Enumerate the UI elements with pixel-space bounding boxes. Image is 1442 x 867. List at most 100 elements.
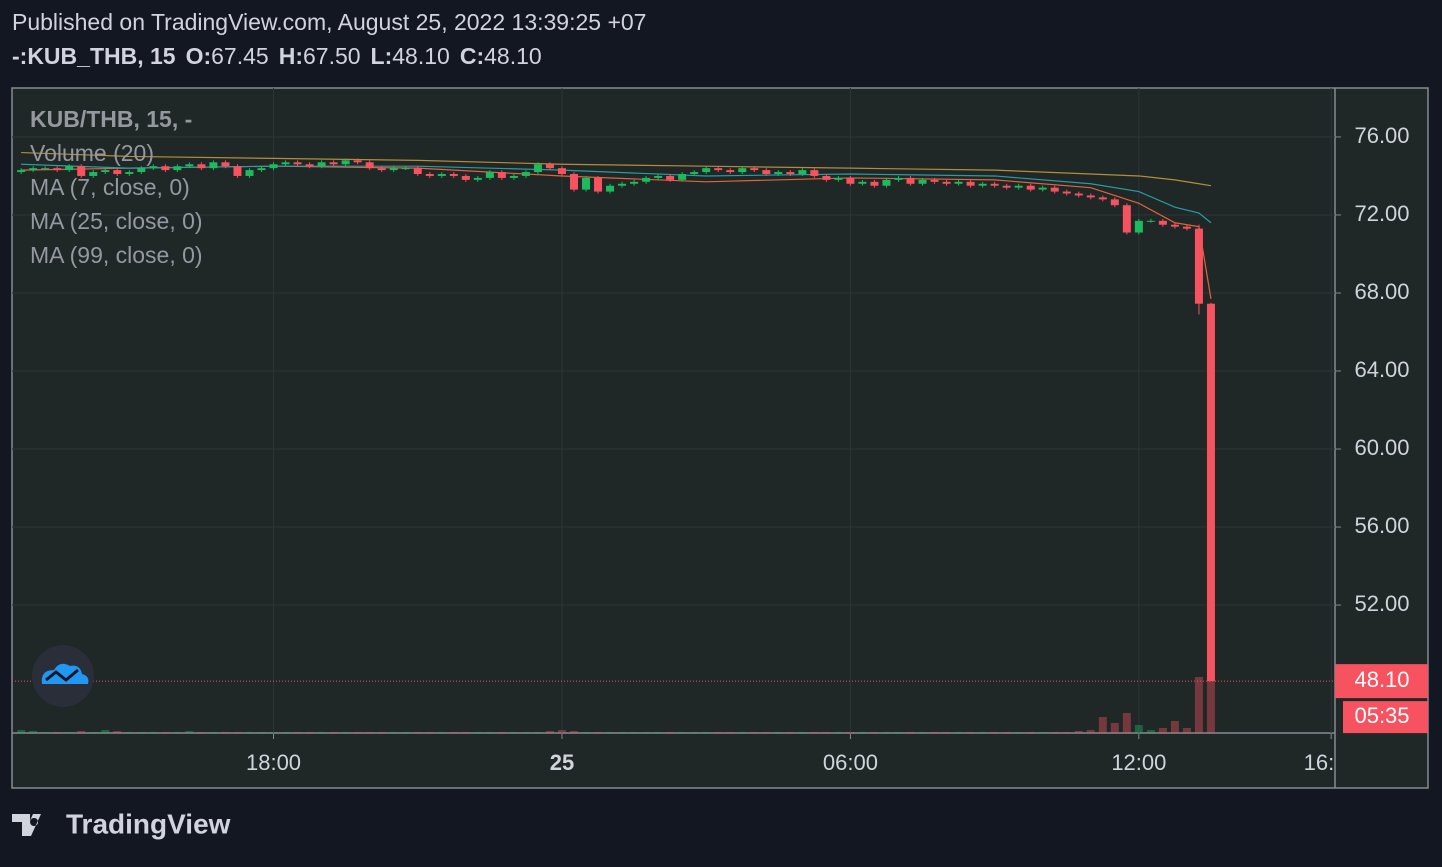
candle-body bbox=[1002, 185, 1011, 188]
volume-bar bbox=[822, 732, 831, 733]
symbol-line: -:KUB_THB, 15 O:67.45 H:67.50 L:48.10 C:48.1… bbox=[12, 43, 542, 69]
volume-bar bbox=[101, 730, 110, 733]
candle-body bbox=[1038, 187, 1047, 190]
volume-bar bbox=[209, 732, 218, 733]
candle-body bbox=[594, 177, 603, 192]
candle-body bbox=[690, 172, 699, 175]
volume-bar bbox=[870, 732, 879, 733]
candle-body bbox=[365, 162, 374, 169]
indicator-label: MA (7, close, 0) bbox=[30, 174, 190, 200]
candle-body bbox=[197, 164, 206, 169]
volume-bar bbox=[485, 732, 494, 733]
candle-body bbox=[17, 170, 26, 173]
volume-bar bbox=[401, 732, 410, 733]
candle-body bbox=[485, 172, 494, 178]
ohlc-value: 48.10 bbox=[484, 43, 542, 69]
volume-bar bbox=[1014, 732, 1023, 733]
countdown-label: 05:35 bbox=[1354, 703, 1409, 728]
volume-bar bbox=[545, 731, 554, 733]
price-axis: 52.00 56.00 60.00 64.00 68.00 72.00 76.00 48.10… bbox=[1335, 123, 1428, 734]
volume-bar bbox=[1002, 732, 1011, 733]
y-tick-label: 60.00 bbox=[1354, 435, 1409, 460]
candle-body bbox=[1194, 228, 1203, 304]
candle-body bbox=[341, 160, 350, 165]
volume-bar bbox=[281, 732, 290, 733]
indicator-label: MA (25, close, 0) bbox=[30, 208, 203, 234]
candle-body bbox=[1074, 193, 1083, 196]
candle-body bbox=[1122, 205, 1131, 233]
volume-bar bbox=[557, 730, 566, 733]
candle-body bbox=[642, 177, 651, 182]
chart-frame bbox=[11, 87, 1429, 789]
volume-bar bbox=[618, 732, 627, 733]
volume-bar bbox=[942, 732, 951, 733]
candle-body bbox=[473, 177, 482, 180]
candle-body bbox=[557, 168, 566, 175]
candle-body bbox=[702, 168, 711, 173]
last-price-label: 48.10 bbox=[1354, 667, 1409, 692]
candle-body bbox=[137, 168, 146, 173]
candle-body bbox=[774, 172, 783, 175]
volume-bar bbox=[1194, 677, 1203, 733]
volume-bar bbox=[594, 732, 603, 733]
volume-bar bbox=[954, 732, 963, 733]
volume-bar bbox=[810, 732, 819, 733]
volume-bar bbox=[89, 732, 98, 733]
candle-body bbox=[509, 175, 518, 178]
volume-bar bbox=[521, 732, 530, 733]
volume-bar bbox=[365, 732, 374, 733]
volume-bar bbox=[437, 732, 446, 733]
candle-body bbox=[1050, 187, 1059, 192]
ohlc-value: 67.50 bbox=[303, 43, 361, 69]
candle-body bbox=[257, 168, 266, 171]
candle-body bbox=[533, 164, 542, 173]
volume-bar bbox=[569, 731, 578, 733]
volume-bar bbox=[473, 732, 482, 733]
candle-body bbox=[65, 166, 74, 171]
volume-bar bbox=[582, 732, 591, 733]
volume-bar bbox=[846, 732, 855, 733]
candle-body bbox=[425, 174, 434, 176]
volume-bar bbox=[690, 732, 699, 733]
candle-body bbox=[569, 174, 578, 190]
candle-body bbox=[185, 164, 194, 167]
volume-bar bbox=[978, 732, 987, 733]
volume-bar bbox=[245, 732, 254, 733]
volume-bar bbox=[894, 732, 903, 733]
candle-body bbox=[209, 162, 218, 169]
volume-bar bbox=[161, 732, 170, 733]
candle-body bbox=[1182, 226, 1191, 229]
volume-bar bbox=[185, 731, 194, 733]
candle-body bbox=[221, 162, 230, 167]
candle-body bbox=[1206, 303, 1215, 682]
volume-bar bbox=[726, 732, 735, 733]
candle-body bbox=[606, 185, 615, 192]
candle-body bbox=[245, 170, 254, 176]
candle-body bbox=[1110, 199, 1119, 206]
countdown-box bbox=[1343, 701, 1428, 734]
volume-bar bbox=[1182, 728, 1191, 733]
volume-bar bbox=[930, 732, 939, 733]
volume-bar bbox=[461, 732, 470, 733]
candle-body bbox=[161, 166, 170, 171]
volume-bar bbox=[305, 732, 314, 733]
candle-body bbox=[1098, 197, 1107, 200]
ohlc-key: O: bbox=[186, 43, 212, 69]
volume-bar bbox=[149, 732, 158, 733]
logo-line bbox=[45, 668, 79, 682]
candle-body bbox=[654, 175, 663, 178]
x-axis: 18:00 25 06:00 12:00 16:00 bbox=[246, 734, 1334, 775]
volume-bar bbox=[449, 732, 458, 733]
candle-body bbox=[918, 179, 927, 184]
indicator-label: Volume (20) bbox=[30, 140, 154, 166]
volume-bar bbox=[125, 732, 134, 733]
candle-body bbox=[1134, 220, 1143, 233]
candle-body bbox=[77, 166, 86, 176]
candle-body bbox=[906, 177, 915, 184]
candle-body bbox=[954, 181, 963, 184]
candle-body bbox=[798, 170, 807, 175]
volume-bar bbox=[714, 732, 723, 733]
ohlc-value: 48.10 bbox=[392, 43, 450, 69]
grid bbox=[12, 88, 1335, 733]
